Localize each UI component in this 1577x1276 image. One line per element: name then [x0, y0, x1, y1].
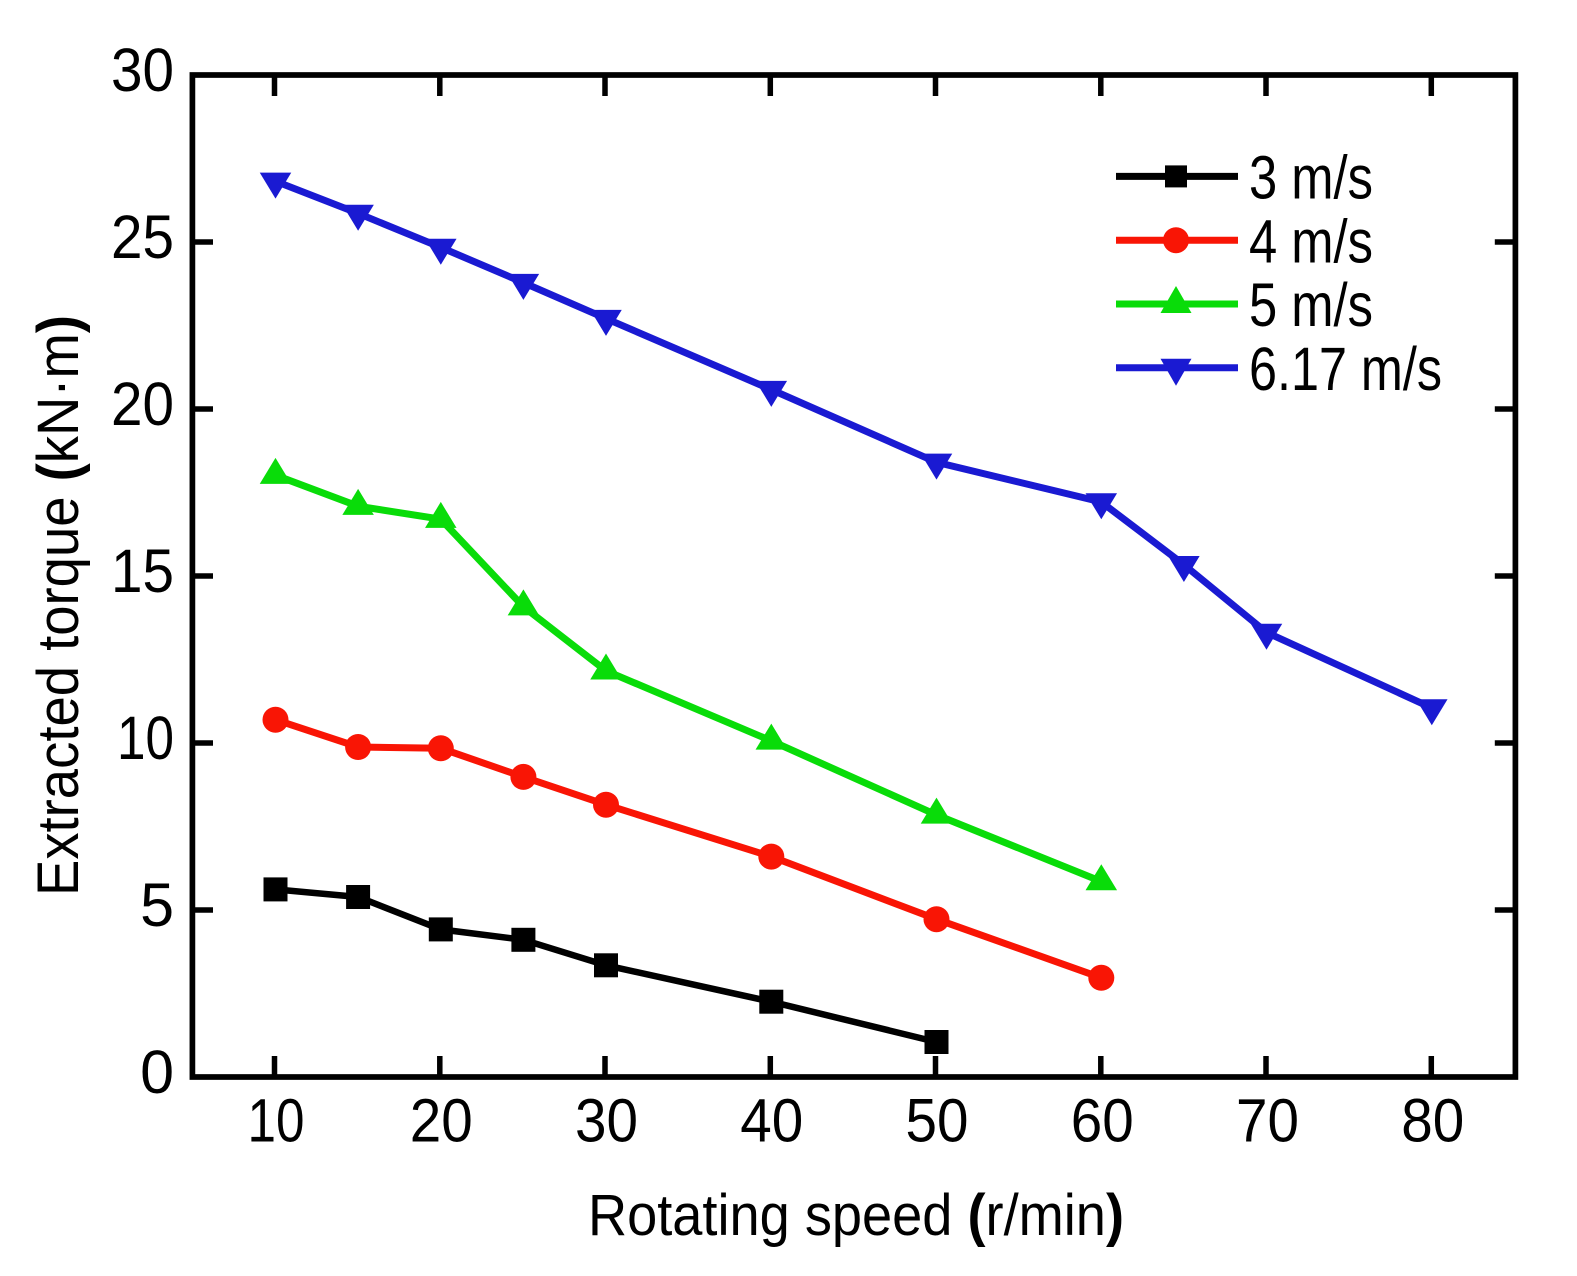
- svg-text:15: 15: [111, 537, 174, 605]
- svg-text:5: 5: [140, 871, 174, 939]
- svg-text:3 m/s: 3 m/s: [1249, 144, 1373, 212]
- svg-text:20: 20: [410, 1087, 473, 1155]
- svg-text:10: 10: [248, 1087, 305, 1155]
- svg-text:6.17 m/s: 6.17 m/s: [1249, 335, 1442, 403]
- svg-text:80: 80: [1401, 1087, 1464, 1155]
- svg-text:40: 40: [740, 1087, 803, 1155]
- svg-text:30: 30: [575, 1087, 638, 1155]
- svg-text:20: 20: [111, 370, 174, 438]
- svg-text:25: 25: [111, 203, 174, 271]
- svg-text:Rotating speed (r/min): Rotating speed (r/min): [588, 1183, 1124, 1248]
- svg-text:50: 50: [906, 1087, 969, 1155]
- svg-text:0: 0: [140, 1038, 174, 1106]
- svg-text:60: 60: [1071, 1087, 1134, 1155]
- svg-text:4 m/s: 4 m/s: [1249, 207, 1373, 275]
- svg-text:30: 30: [111, 36, 174, 104]
- svg-text:Extracted torque (kN·m): Extracted torque (kN·m): [26, 315, 91, 896]
- svg-text:10: 10: [117, 704, 174, 772]
- svg-text:5 m/s: 5 m/s: [1249, 271, 1373, 339]
- svg-text:70: 70: [1236, 1087, 1299, 1155]
